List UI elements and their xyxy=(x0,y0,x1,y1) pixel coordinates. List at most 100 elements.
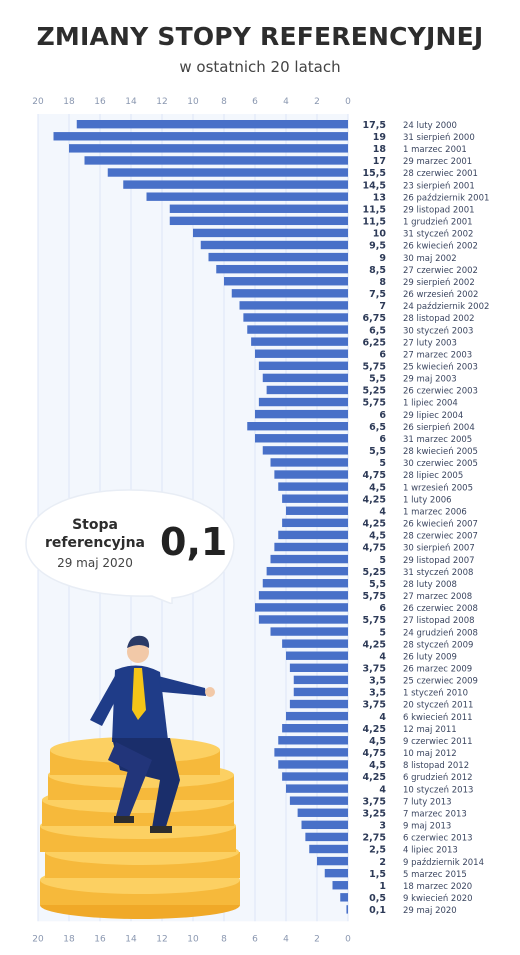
bar xyxy=(69,144,348,153)
value-label: 3,75 xyxy=(363,700,386,711)
bar xyxy=(305,832,348,842)
bar xyxy=(278,736,348,745)
value-label: 14,5 xyxy=(363,180,386,191)
bar xyxy=(286,784,348,793)
bar xyxy=(286,651,348,660)
value-label: 4,5 xyxy=(369,736,386,747)
bar xyxy=(270,554,348,564)
tick-label-top: 12 xyxy=(156,97,167,107)
value-label: 4,25 xyxy=(363,724,386,735)
bar xyxy=(107,168,348,177)
category-label: 31 styczeń 2008 xyxy=(403,568,473,578)
bar xyxy=(289,663,348,672)
value-label: 8,5 xyxy=(369,265,386,276)
category-label: 23 sierpień 2001 xyxy=(403,181,475,191)
bar xyxy=(286,506,348,515)
bar xyxy=(84,156,348,165)
bar xyxy=(169,204,348,213)
bar xyxy=(76,120,348,129)
bar xyxy=(262,373,348,383)
category-label: 25 czerwiec 2009 xyxy=(403,677,478,687)
value-label: 6 xyxy=(379,434,386,445)
category-label: 29 maj 2020 xyxy=(403,906,457,916)
category-label: 31 styczeń 2002 xyxy=(403,230,473,240)
bar xyxy=(216,264,348,274)
value-label: 3,5 xyxy=(369,676,386,687)
bar xyxy=(289,699,348,709)
bar xyxy=(274,470,348,479)
value-label: 0,5 xyxy=(369,893,386,904)
value-label: 6,5 xyxy=(369,325,386,336)
category-label: 18 marzec 2020 xyxy=(403,882,472,892)
bar xyxy=(289,796,348,805)
category-label: 12 maj 2011 xyxy=(403,725,457,735)
bar xyxy=(282,639,348,648)
category-label: 26 marzec 2009 xyxy=(403,665,472,675)
category-label: 27 marzec 2003 xyxy=(403,350,472,360)
value-label: 3 xyxy=(379,821,386,832)
value-label: 4,25 xyxy=(363,772,386,783)
category-label: 27 listopad 2008 xyxy=(403,616,475,626)
value-label: 9 xyxy=(379,253,386,264)
category-label: 4 lipiec 2013 xyxy=(403,846,458,856)
tick-label-bottom: 2 xyxy=(314,934,320,944)
value-label: 7,5 xyxy=(369,289,386,300)
category-label: 6 grudzień 2012 xyxy=(403,773,473,783)
value-label: 11,5 xyxy=(363,204,386,215)
tick-label-top: 8 xyxy=(221,97,227,107)
category-label: 26 czerwiec 2008 xyxy=(403,604,478,614)
businessman-icon xyxy=(90,635,215,833)
category-label: 10 styczeń 2013 xyxy=(403,785,473,795)
category-label: 28 lipiec 2005 xyxy=(403,471,463,481)
category-label: 30 styczeń 2003 xyxy=(403,326,473,336)
category-label: 24 grudzień 2008 xyxy=(403,628,478,638)
bar xyxy=(266,566,348,576)
bar xyxy=(193,228,348,238)
category-label: 9 kwiecień 2020 xyxy=(403,894,473,904)
tick-label-top: 0 xyxy=(345,97,351,107)
value-label: 4 xyxy=(379,506,386,517)
bar xyxy=(282,772,348,781)
category-label: 1 marzec 2001 xyxy=(403,145,467,155)
bar xyxy=(340,893,348,902)
value-label: 18 xyxy=(373,144,387,155)
category-label: 30 czerwiec 2005 xyxy=(403,459,478,469)
bar xyxy=(258,615,348,624)
category-label: 26 kwiecień 2007 xyxy=(403,520,478,530)
value-label: 4,25 xyxy=(363,639,386,650)
value-label: 5 xyxy=(379,555,386,566)
tick-label-top: 6 xyxy=(252,97,258,107)
tick-label-bottom: 18 xyxy=(63,934,75,944)
tick-label-top: 2 xyxy=(314,97,320,107)
category-label: 28 styczeń 2009 xyxy=(403,640,473,650)
value-label: 5,25 xyxy=(363,567,386,578)
bar xyxy=(278,530,348,540)
bar xyxy=(200,240,348,250)
value-label: 4 xyxy=(379,784,386,795)
category-label: 31 marzec 2005 xyxy=(403,435,472,445)
bar xyxy=(243,313,348,322)
bar xyxy=(317,856,348,866)
bar xyxy=(123,180,348,189)
bar xyxy=(346,905,348,914)
value-label: 17 xyxy=(373,156,386,167)
bar xyxy=(332,881,348,890)
value-label: 5,75 xyxy=(363,591,386,602)
value-label: 7 xyxy=(379,301,386,312)
value-label: 5 xyxy=(379,627,386,638)
callout-date: 29 maj 2020 xyxy=(57,556,133,570)
category-label: 29 maj 2003 xyxy=(403,375,457,385)
tick-label-top: 14 xyxy=(125,97,137,107)
bar xyxy=(324,868,348,878)
tick-label-top: 20 xyxy=(32,97,44,107)
value-label: 2,5 xyxy=(369,845,386,856)
category-label: 27 marzec 2008 xyxy=(403,592,472,602)
category-label: 28 listopad 2002 xyxy=(403,314,475,324)
category-label: 26 wrzesień 2002 xyxy=(403,290,478,300)
category-label: 31 sierpień 2000 xyxy=(403,133,475,143)
value-label: 11,5 xyxy=(363,217,386,228)
category-label: 29 sierpień 2002 xyxy=(403,278,475,288)
category-label: 9 maj 2013 xyxy=(403,822,451,832)
tick-label-top: 4 xyxy=(283,97,289,107)
callout-label: Stopa referencyjna xyxy=(45,517,145,551)
